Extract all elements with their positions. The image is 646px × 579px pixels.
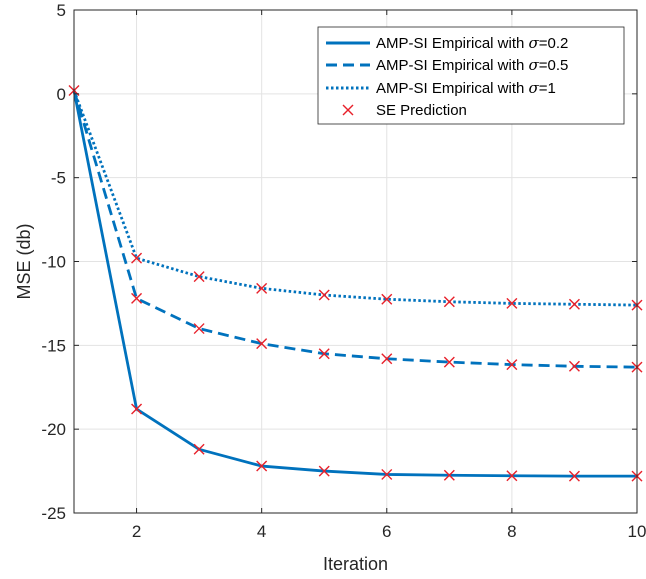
se-prediction-marker [131, 252, 143, 264]
se-prediction-marker [568, 360, 580, 372]
x-tick-label-2: 2 [132, 522, 141, 541]
se-prediction-marker [193, 323, 205, 335]
x-axis-ticks: 2 4 6 8 10 [132, 10, 646, 541]
se-prediction-marker [506, 470, 518, 482]
legend: AMP-SI Empirical with σ=0.2 AMP-SI Empir… [317, 26, 625, 125]
series-line-solid [72, 90, 637, 478]
se-prediction-marker [256, 338, 268, 350]
se-prediction-marker [318, 348, 330, 360]
se-prediction-marker [443, 296, 455, 308]
se-prediction-marker [256, 282, 268, 294]
legend-label-se-prediction: SE Prediction [376, 102, 467, 119]
series-line-dotted [72, 89, 638, 307]
se-prediction-marker [256, 460, 268, 472]
x-tick-label-8: 8 [507, 522, 516, 541]
se-prediction-marker [568, 298, 580, 310]
y-axis-title: MSE (db) [14, 223, 34, 299]
se-prediction-marker [381, 353, 393, 365]
se-prediction-marker [506, 297, 518, 309]
se-prediction-marker [318, 289, 330, 301]
se-prediction-marker [568, 470, 580, 482]
x-axis-title: Iteration [323, 554, 388, 574]
se-prediction-marker [131, 403, 143, 415]
y-tick-label--20: -20 [41, 420, 66, 439]
se-prediction-marker [506, 359, 518, 371]
se-prediction-marker [381, 293, 393, 305]
y-tick-label--5: -5 [51, 169, 66, 188]
legend-label-sigma-0-5: AMP-SI Empirical with σ=0.5 [376, 56, 568, 74]
legend-label-sigma-1: AMP-SI Empirical with σ=1 [376, 79, 556, 97]
se-prediction-marker [443, 356, 455, 368]
y-tick-label-0: 0 [57, 85, 66, 104]
series-lines [72, 89, 638, 478]
se-prediction-marker [443, 469, 455, 481]
y-tick-label-5: 5 [57, 1, 66, 20]
y-tick-label--10: -10 [41, 253, 66, 272]
se-prediction-marker [193, 271, 205, 283]
se-prediction-marker [318, 465, 330, 477]
series-line-dashed [72, 90, 638, 369]
se-prediction-marker [131, 292, 143, 304]
legend-label-sigma-0-2: AMP-SI Empirical with σ=0.2 [376, 34, 568, 52]
y-axis-ticks: 5 0 -5 -10 -15 -20 -25 [41, 1, 637, 523]
x-tick-label-4: 4 [257, 522, 266, 541]
se-prediction-markers [68, 84, 643, 482]
legend-swatch-se-prediction [342, 104, 354, 116]
se-prediction-marker [381, 468, 393, 480]
se-prediction-marker [193, 443, 205, 455]
y-tick-label--15: -15 [41, 336, 66, 355]
x-tick-label-10: 10 [628, 522, 646, 541]
x-tick-label-6: 6 [382, 522, 391, 541]
y-tick-label--25: -25 [41, 504, 66, 523]
